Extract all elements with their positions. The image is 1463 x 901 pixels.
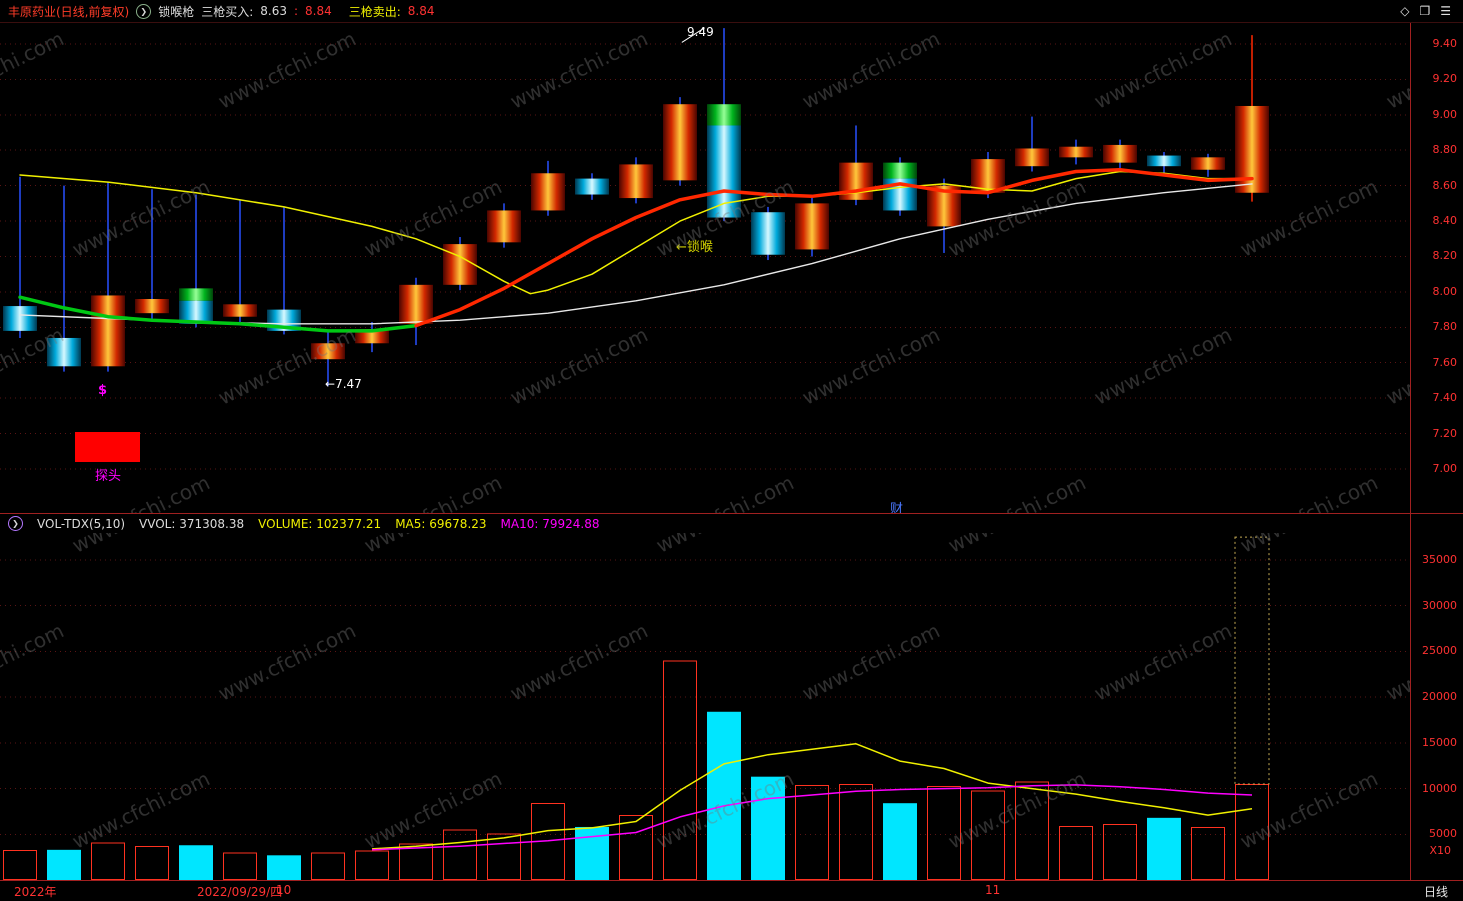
candlestick-svg [0, 27, 1410, 470]
dollar-marker: $ [98, 383, 108, 398]
volume-tick: 10000 [1422, 782, 1457, 795]
volume-tick: 20000 [1422, 690, 1457, 703]
date-axis: 2022年 2022/09/29/四 10 11 日线 [0, 881, 1463, 901]
volume-tick: 35000 [1422, 553, 1457, 566]
volume-tick: 30000 [1422, 599, 1457, 612]
ma10-value: MA10: 79924.88 [500, 516, 600, 531]
price-tick: 9.40 [1432, 37, 1458, 50]
stock-title: 丰原药业(日线,前复权) [8, 4, 130, 19]
vvol-value: VVOL: 371308.38 [139, 516, 245, 531]
price-axis: 9.40 9.20 9.00 8.80 8.60 8.40 8.20 8.00 7.80 7.60… [1410, 22, 1463, 901]
price-tick: 8.00 [1432, 285, 1458, 298]
restore-window-icon[interactable]: ❐ [1419, 4, 1431, 18]
sell-price: 8.84 [407, 4, 435, 18]
price-tick: 7.80 [1432, 320, 1458, 333]
price-tick: 9.00 [1432, 108, 1458, 121]
price-tick: 7.40 [1432, 391, 1458, 404]
cai-marker: 财 [890, 502, 904, 513]
volume-tick: 25000 [1422, 644, 1457, 657]
period-label[interactable]: 日线 [1424, 885, 1449, 899]
indicator-name: 锁喉枪 [158, 4, 195, 19]
window-controls: ◇ ❐ ☰ [1400, 4, 1451, 18]
candlestick-chart[interactable]: 9.49 ←锁喉 ←7.47 $ 探头 财 [0, 22, 1410, 513]
volume-chart[interactable] [0, 533, 1410, 881]
axis-divider [0, 880, 1463, 881]
buy-label: 三枪买入: [201, 4, 254, 19]
volume-indicator-name: VOL-TDX(5,10) [37, 516, 126, 531]
volume-tick: 15000 [1422, 736, 1457, 749]
price-tick: 8.60 [1432, 179, 1458, 192]
buy-price: 8.63 [260, 4, 287, 18]
price-tick: 8.40 [1432, 214, 1458, 227]
buy-separator: : [293, 4, 299, 18]
low-price-annotation: ←7.47 [325, 377, 362, 391]
sell-label: 三枪卖出: [348, 4, 401, 19]
suohou-signal-annotation: ←锁喉 [676, 240, 713, 255]
month-oct-label: 10 [276, 883, 292, 897]
volume-tick: 5000 [1429, 827, 1457, 840]
date-label: 2022/09/29/四 [197, 885, 283, 899]
tantou-label: 探头 [95, 469, 122, 484]
panel-divider [0, 513, 1463, 514]
volume-unit-label: X10 [1429, 844, 1451, 857]
month-nov-label: 11 [985, 883, 1001, 897]
high-price-annotation: 9.49 [687, 25, 714, 39]
volume-indicator-circle-icon[interactable]: ❯ [8, 516, 23, 531]
buy-price-2: 8.84 [305, 4, 332, 18]
price-tick: 8.80 [1432, 143, 1458, 156]
price-tick: 8.20 [1432, 249, 1458, 262]
menu-icon[interactable]: ☰ [1440, 4, 1451, 18]
ma5-value: MA5: 69678.23 [395, 516, 487, 531]
volume-panel-header: ❯ VOL-TDX(5,10) VVOL: 371308.38 VOLUME: … [0, 514, 1410, 533]
volume-value: VOLUME: 102377.21 [258, 516, 382, 531]
price-tick: 9.20 [1432, 72, 1458, 85]
title-bar: 丰原药业(日线,前复权) ❯ 锁喉枪 三枪买入: 8.63 : 8.84 三枪卖… [0, 0, 1463, 22]
indicator-circle-icon[interactable]: ❯ [136, 3, 152, 19]
price-tick: 7.00 [1432, 462, 1458, 475]
volume-svg [0, 536, 1410, 881]
tantou-red-box [75, 432, 140, 462]
price-tick: 7.20 [1432, 427, 1458, 440]
diamond-icon[interactable]: ◇ [1400, 4, 1410, 18]
year-label: 2022年 [14, 885, 57, 899]
price-tick: 7.60 [1432, 356, 1458, 369]
titlebar-divider [0, 22, 1463, 23]
